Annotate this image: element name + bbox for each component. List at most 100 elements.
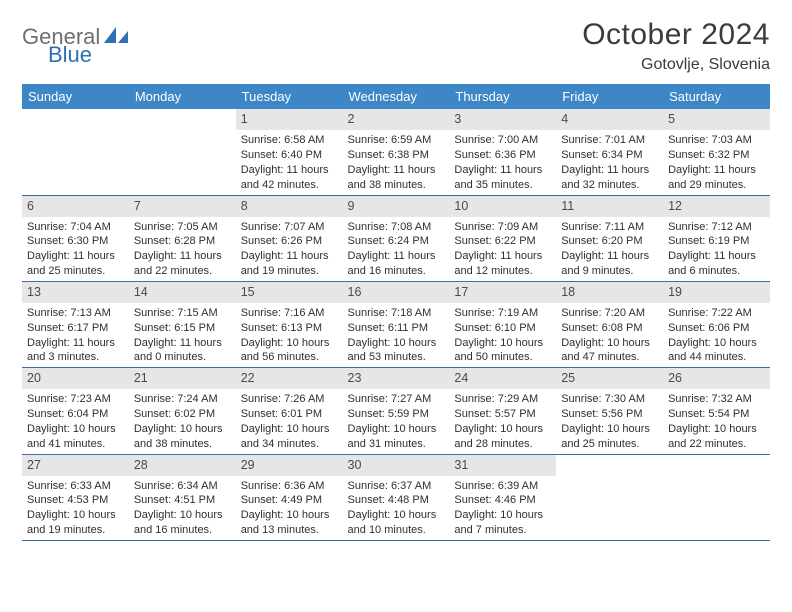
day-number: 1	[236, 109, 343, 130]
day-line: Sunset: 6:26 PM	[241, 234, 338, 249]
day-line: Daylight: 10 hours and 53 minutes.	[348, 336, 445, 366]
calendar-cell	[663, 454, 770, 540]
calendar-cell: 21Sunrise: 7:24 AMSunset: 6:02 PMDayligh…	[129, 368, 236, 454]
day-body: Sunrise: 7:12 AMSunset: 6:19 PMDaylight:…	[663, 217, 770, 281]
day-line: Sunrise: 6:58 AM	[241, 133, 338, 148]
day-body: Sunrise: 7:32 AMSunset: 5:54 PMDaylight:…	[663, 389, 770, 453]
day-body: Sunrise: 7:18 AMSunset: 6:11 PMDaylight:…	[343, 303, 450, 367]
day-line: Sunset: 6:32 PM	[668, 148, 765, 163]
calendar-cell: 3Sunrise: 7:00 AMSunset: 6:36 PMDaylight…	[449, 109, 556, 195]
calendar-table: Sunday Monday Tuesday Wednesday Thursday…	[22, 84, 770, 541]
day-line: Sunset: 6:08 PM	[561, 321, 658, 336]
day-header: Friday	[556, 84, 663, 109]
day-line: Sunrise: 7:24 AM	[134, 392, 231, 407]
calendar-week-row: 1Sunrise: 6:58 AMSunset: 6:40 PMDaylight…	[22, 109, 770, 195]
day-body: Sunrise: 6:39 AMSunset: 4:46 PMDaylight:…	[449, 476, 556, 540]
day-number	[129, 109, 236, 130]
day-number: 21	[129, 368, 236, 389]
calendar-cell: 27Sunrise: 6:33 AMSunset: 4:53 PMDayligh…	[22, 454, 129, 540]
day-line: Daylight: 11 hours and 16 minutes.	[348, 249, 445, 279]
day-body: Sunrise: 7:09 AMSunset: 6:22 PMDaylight:…	[449, 217, 556, 281]
day-number: 19	[663, 282, 770, 303]
day-line: Sunset: 6:04 PM	[27, 407, 124, 422]
calendar-cell: 9Sunrise: 7:08 AMSunset: 6:24 PMDaylight…	[343, 195, 450, 281]
day-line: Sunrise: 7:30 AM	[561, 392, 658, 407]
day-line: Sunset: 6:10 PM	[454, 321, 551, 336]
day-number: 14	[129, 282, 236, 303]
day-number: 28	[129, 455, 236, 476]
day-line: Sunset: 5:59 PM	[348, 407, 445, 422]
day-line: Sunrise: 6:59 AM	[348, 133, 445, 148]
day-line: Sunset: 6:06 PM	[668, 321, 765, 336]
day-line: Sunrise: 7:13 AM	[27, 306, 124, 321]
header: General Blue October 2024 Gotovlje, Slov…	[22, 18, 770, 74]
day-body: Sunrise: 6:33 AMSunset: 4:53 PMDaylight:…	[22, 476, 129, 540]
day-line: Sunrise: 7:20 AM	[561, 306, 658, 321]
day-line: Sunrise: 7:09 AM	[454, 220, 551, 235]
day-body: Sunrise: 7:03 AMSunset: 6:32 PMDaylight:…	[663, 130, 770, 194]
calendar-cell: 19Sunrise: 7:22 AMSunset: 6:06 PMDayligh…	[663, 281, 770, 367]
day-line: Sunrise: 7:26 AM	[241, 392, 338, 407]
day-line: Daylight: 10 hours and 31 minutes.	[348, 422, 445, 452]
day-line: Daylight: 10 hours and 50 minutes.	[454, 336, 551, 366]
day-body: Sunrise: 6:36 AMSunset: 4:49 PMDaylight:…	[236, 476, 343, 540]
page-subtitle: Gotovlje, Slovenia	[582, 56, 770, 74]
calendar-cell: 1Sunrise: 6:58 AMSunset: 6:40 PMDaylight…	[236, 109, 343, 195]
day-body: Sunrise: 7:27 AMSunset: 5:59 PMDaylight:…	[343, 389, 450, 453]
day-line: Sunrise: 7:00 AM	[454, 133, 551, 148]
day-body: Sunrise: 6:37 AMSunset: 4:48 PMDaylight:…	[343, 476, 450, 540]
day-number: 13	[22, 282, 129, 303]
page-title: October 2024	[582, 18, 770, 52]
day-line: Sunset: 6:28 PM	[134, 234, 231, 249]
day-line: Daylight: 10 hours and 22 minutes.	[668, 422, 765, 452]
day-header: Sunday	[22, 84, 129, 109]
calendar-cell: 14Sunrise: 7:15 AMSunset: 6:15 PMDayligh…	[129, 281, 236, 367]
day-line: Daylight: 11 hours and 0 minutes.	[134, 336, 231, 366]
day-body: Sunrise: 6:58 AMSunset: 6:40 PMDaylight:…	[236, 130, 343, 194]
day-line: Daylight: 10 hours and 41 minutes.	[27, 422, 124, 452]
day-header: Tuesday	[236, 84, 343, 109]
day-line: Sunrise: 7:19 AM	[454, 306, 551, 321]
day-number: 2	[343, 109, 450, 130]
day-line: Sunrise: 6:37 AM	[348, 479, 445, 494]
day-line: Sunrise: 7:07 AM	[241, 220, 338, 235]
day-number	[22, 109, 129, 130]
day-line: Daylight: 11 hours and 42 minutes.	[241, 163, 338, 193]
calendar-cell: 13Sunrise: 7:13 AMSunset: 6:17 PMDayligh…	[22, 281, 129, 367]
day-line: Daylight: 10 hours and 34 minutes.	[241, 422, 338, 452]
calendar-cell: 5Sunrise: 7:03 AMSunset: 6:32 PMDaylight…	[663, 109, 770, 195]
day-number: 9	[343, 196, 450, 217]
day-line: Sunrise: 7:27 AM	[348, 392, 445, 407]
day-line: Daylight: 10 hours and 13 minutes.	[241, 508, 338, 538]
day-line: Daylight: 11 hours and 9 minutes.	[561, 249, 658, 279]
day-line: Sunrise: 6:34 AM	[134, 479, 231, 494]
day-number: 8	[236, 196, 343, 217]
calendar-cell: 11Sunrise: 7:11 AMSunset: 6:20 PMDayligh…	[556, 195, 663, 281]
day-line: Daylight: 10 hours and 38 minutes.	[134, 422, 231, 452]
day-body: Sunrise: 7:16 AMSunset: 6:13 PMDaylight:…	[236, 303, 343, 367]
day-line: Sunset: 5:54 PM	[668, 407, 765, 422]
day-number: 10	[449, 196, 556, 217]
page: General Blue October 2024 Gotovlje, Slov…	[0, 0, 792, 541]
day-number: 3	[449, 109, 556, 130]
day-line: Sunrise: 7:11 AM	[561, 220, 658, 235]
day-body: Sunrise: 7:29 AMSunset: 5:57 PMDaylight:…	[449, 389, 556, 453]
calendar-cell	[129, 109, 236, 195]
day-header: Saturday	[663, 84, 770, 109]
day-line: Sunrise: 6:39 AM	[454, 479, 551, 494]
day-body: Sunrise: 7:19 AMSunset: 6:10 PMDaylight:…	[449, 303, 556, 367]
title-block: October 2024 Gotovlje, Slovenia	[582, 18, 770, 74]
day-number	[556, 455, 663, 476]
day-line: Sunrise: 7:05 AM	[134, 220, 231, 235]
calendar-cell: 16Sunrise: 7:18 AMSunset: 6:11 PMDayligh…	[343, 281, 450, 367]
day-line: Sunrise: 7:03 AM	[668, 133, 765, 148]
day-body: Sunrise: 7:11 AMSunset: 6:20 PMDaylight:…	[556, 217, 663, 281]
day-number: 24	[449, 368, 556, 389]
day-number: 30	[343, 455, 450, 476]
day-number: 20	[22, 368, 129, 389]
day-line: Sunset: 6:15 PM	[134, 321, 231, 336]
day-body: Sunrise: 7:08 AMSunset: 6:24 PMDaylight:…	[343, 217, 450, 281]
day-line: Sunset: 6:34 PM	[561, 148, 658, 163]
calendar-cell: 25Sunrise: 7:30 AMSunset: 5:56 PMDayligh…	[556, 368, 663, 454]
calendar-cell: 22Sunrise: 7:26 AMSunset: 6:01 PMDayligh…	[236, 368, 343, 454]
